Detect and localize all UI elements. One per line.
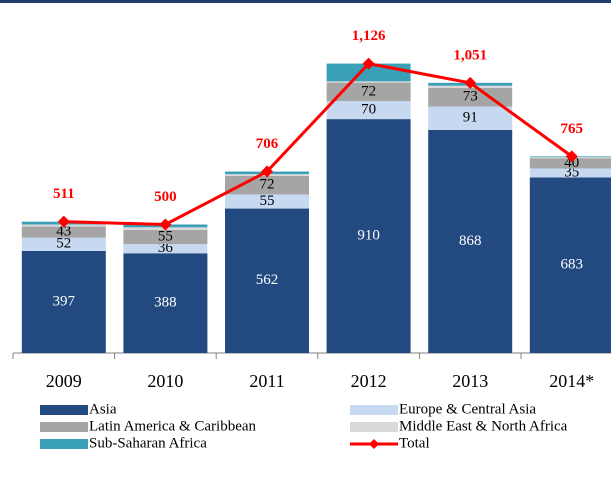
- total-label: 500: [154, 189, 177, 205]
- legend-swatch: [40, 422, 88, 432]
- total-label: 511: [53, 186, 75, 202]
- bar-segment: [21, 250, 106, 353]
- data-label: 562: [256, 272, 279, 288]
- data-label: 73: [463, 89, 478, 105]
- bar-segment: [326, 119, 411, 353]
- legend-swatch: [40, 405, 88, 415]
- total-marker: [57, 215, 70, 228]
- x-tick-label: 2012: [351, 371, 387, 391]
- data-label: 55: [260, 193, 275, 209]
- bar-segment: [225, 208, 309, 353]
- legend-label: Asia: [89, 401, 117, 417]
- bar-segment: [225, 194, 309, 209]
- total-label: 765: [561, 121, 584, 137]
- bar-segment: [326, 101, 411, 120]
- x-tick-label: 2010: [147, 371, 183, 391]
- bar-segment: [123, 229, 208, 245]
- legend-swatch: [40, 439, 88, 449]
- total-marker: [565, 150, 578, 163]
- legend-label: Europe & Central Asia: [399, 401, 536, 417]
- data-label: 388: [154, 295, 177, 311]
- data-label: 52: [56, 236, 71, 252]
- total-label: 706: [256, 136, 279, 152]
- x-tick-label: 2009: [46, 371, 82, 391]
- total-marker: [464, 76, 477, 89]
- bar-segment: [123, 244, 208, 254]
- total-marker: [362, 57, 375, 70]
- total-line: [63, 61, 573, 227]
- data-label: 40: [564, 155, 579, 171]
- bar-segment: [21, 226, 106, 238]
- legend-label: Total: [399, 435, 430, 451]
- total-marker: [261, 165, 273, 178]
- bar-segment: [21, 237, 106, 251]
- legend-swatch: [350, 405, 398, 415]
- header-strip: [0, 0, 611, 3]
- total-marker: [159, 218, 172, 231]
- bar-segment: [428, 87, 513, 107]
- bar-segment: [123, 253, 208, 353]
- bar-segment: [529, 158, 611, 169]
- total-label: 1,126: [352, 28, 386, 44]
- data-label: 683: [561, 257, 584, 273]
- total-label: 1,051: [453, 47, 487, 63]
- data-label: 72: [361, 83, 376, 99]
- x-tick-label: 2011: [249, 371, 284, 391]
- legend-label: Middle East & North Africa: [399, 418, 568, 434]
- data-label: 868: [459, 233, 482, 249]
- data-label: 72: [260, 177, 275, 193]
- bar-segment: [529, 177, 611, 353]
- bar-segment: [225, 175, 309, 195]
- bar-segment: [529, 168, 611, 178]
- data-label: 91: [463, 110, 478, 126]
- bar-segment: [428, 129, 513, 353]
- x-tick-label: 2013: [452, 371, 488, 391]
- data-label: 910: [357, 227, 380, 243]
- legend-swatch: [350, 422, 398, 432]
- legend-label: Latin America & Caribbean: [89, 418, 257, 434]
- bar-segment: [326, 81, 411, 83]
- data-label: 70: [361, 102, 376, 118]
- data-label: 43: [56, 224, 71, 240]
- legend-label: Sub-Saharan Africa: [89, 435, 207, 451]
- data-label: 55: [158, 228, 173, 244]
- legend-swatch: [369, 439, 379, 449]
- data-label: 397: [53, 293, 76, 309]
- bar-segment: [428, 106, 513, 130]
- data-label: 36: [158, 240, 174, 256]
- x-tick-label: 2014*: [549, 371, 594, 391]
